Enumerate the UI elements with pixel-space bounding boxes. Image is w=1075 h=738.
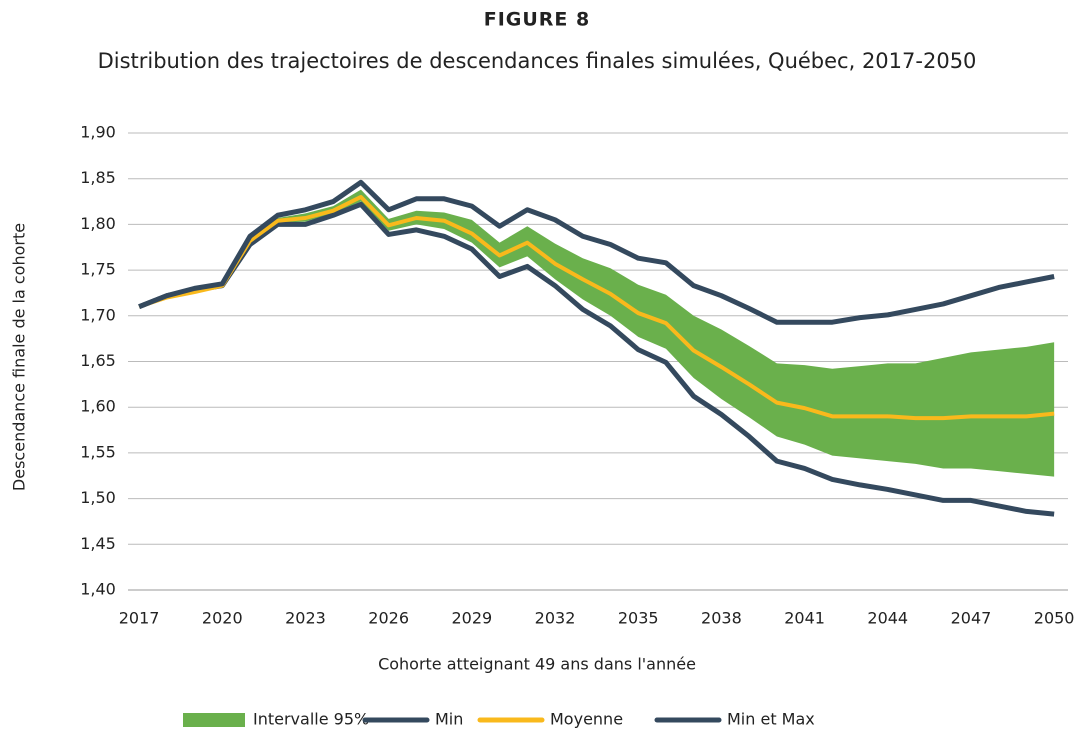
series-line — [138, 201, 1055, 517]
x-tick-label: 2050 — [1034, 609, 1075, 628]
y-tick-label: 1,40 — [80, 580, 116, 599]
series-line — [138, 194, 1055, 421]
y-tick-label: 1,90 — [80, 123, 116, 142]
x-tick-label: 2017 — [119, 609, 160, 628]
x-tick-label: 2044 — [867, 609, 908, 628]
x-tick-label: 2038 — [701, 609, 742, 628]
y-tick-label: 1,65 — [80, 351, 116, 370]
legend-label: Moyenne — [550, 710, 623, 729]
x-tick-label: 2020 — [202, 609, 243, 628]
y-tick-label: 1,50 — [80, 488, 116, 507]
chart-title: FIGURE 8 — [484, 9, 591, 31]
y-tick-label: 1,80 — [80, 214, 116, 233]
series-line — [138, 179, 1055, 325]
x-tick-label: 2032 — [535, 609, 576, 628]
x-tick-label: 2035 — [618, 609, 659, 628]
y-tick-label: 1,45 — [80, 534, 116, 553]
x-tick-label: 2047 — [951, 609, 992, 628]
x-tick-label: 2029 — [451, 609, 492, 628]
y-tick-label: 1,70 — [80, 305, 116, 324]
x-tick-label: 2026 — [368, 609, 409, 628]
chart-subtitle: Distribution des trajectoires de descend… — [98, 49, 977, 73]
legend-label: Min et Max — [727, 710, 815, 729]
y-axis-label: Descendance finale de la cohorte — [10, 223, 29, 491]
y-tick-label: 1,75 — [80, 260, 116, 279]
y-tick-label: 1,85 — [80, 168, 116, 187]
legend-label: Intervalle 95% — [253, 710, 369, 729]
x-axis-label: Cohorte atteignant 49 ans dans l'année — [378, 655, 696, 674]
y-tick-label: 1,60 — [80, 397, 116, 416]
legend-label: Min — [435, 710, 463, 729]
y-tick-label: 1,55 — [80, 442, 116, 461]
x-tick-label: 2041 — [784, 609, 825, 628]
legend-swatch — [183, 713, 245, 727]
x-tick-label: 2023 — [285, 609, 326, 628]
confidence-band — [139, 189, 1055, 477]
